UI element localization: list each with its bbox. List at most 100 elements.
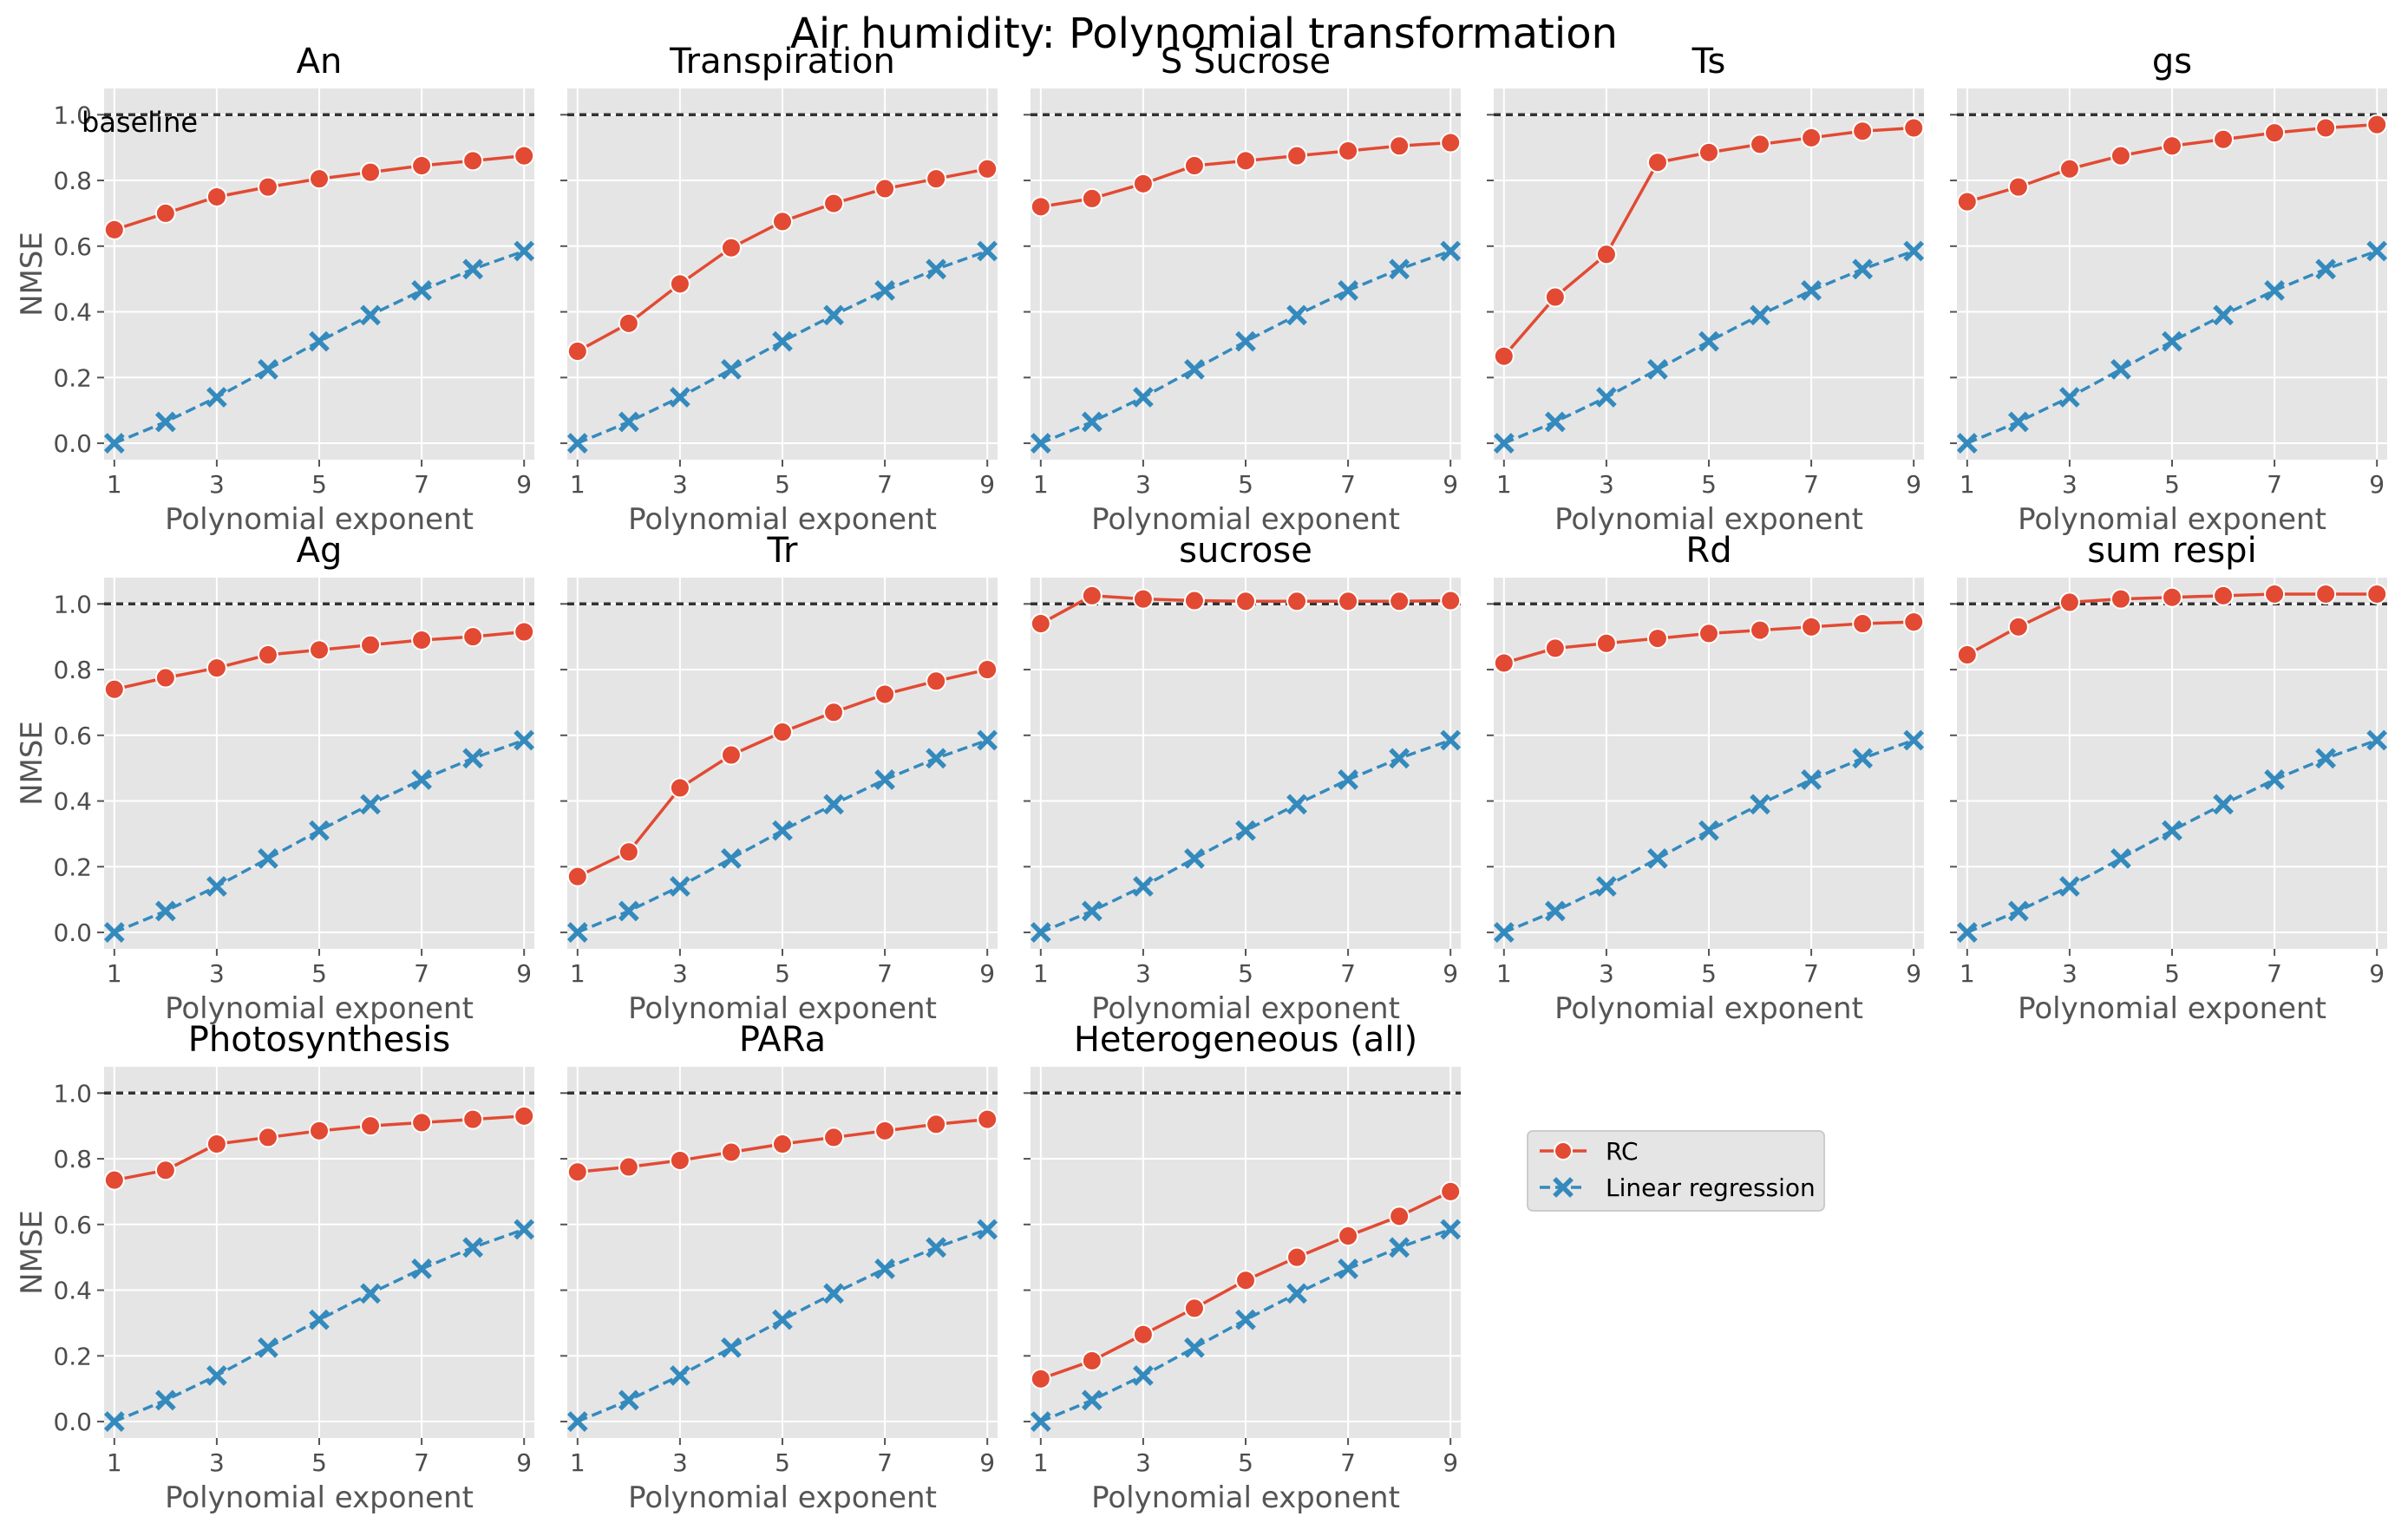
rc-point	[1286, 591, 1308, 612]
x-tick-label: 3	[672, 470, 688, 499]
linear-regression-point	[1440, 1219, 1462, 1240]
rc-point	[1081, 585, 1103, 606]
panel-title: Transpiration	[669, 42, 895, 82]
rc-point	[1440, 590, 1462, 611]
rc-point	[1338, 1226, 1359, 1247]
linear-regression-point	[1544, 900, 1566, 922]
rc-point	[2264, 583, 2286, 605]
rc-point	[618, 841, 639, 863]
linear-regression-point	[2213, 794, 2234, 815]
y-tick-label: 0.2	[53, 1342, 92, 1370]
x-tick-label: 5	[2164, 959, 2180, 988]
x-tick-label: 7	[877, 470, 893, 499]
linear-regression-point	[1030, 922, 1051, 943]
linear-regression-point	[2264, 280, 2285, 301]
x-tick-label: 7	[414, 959, 429, 988]
x-tick-label: 5	[775, 470, 790, 499]
series-line-linear-regression	[1966, 249, 2378, 445]
linear-regression-point	[823, 1283, 844, 1304]
linear-regression-point	[1389, 258, 1410, 280]
rc-point	[2366, 114, 2388, 135]
rc-point	[1183, 590, 1205, 611]
linear-regression-point	[411, 769, 432, 790]
linear-regression-point	[772, 330, 793, 352]
x-tick-label: 7	[1340, 470, 1356, 499]
series-line-linear-regression	[577, 1227, 988, 1423]
panel: 1 3 5 7 9 Heterogeneous (all) Polynomial expon…	[1024, 1020, 1462, 1515]
rc-point	[1132, 1324, 1154, 1345]
linear-regression-point	[1235, 1309, 1256, 1330]
rc-point	[566, 1161, 588, 1183]
linear-regression-point	[462, 1237, 484, 1258]
linear-regression-point	[206, 387, 227, 408]
rc-point	[669, 1149, 690, 1171]
y-tick-label: 0.0	[53, 1408, 92, 1436]
y-tick-label: 0.6	[53, 722, 92, 750]
rc-point	[2366, 583, 2388, 605]
rc-point	[309, 168, 330, 190]
rc-point	[257, 644, 278, 666]
x-tick-label: 3	[1599, 470, 1614, 499]
panels-group: 0.0 0.2 0.4 0.6 0.8 1.0 1 3 5 7 9 An Polynomial expo…	[15, 42, 2388, 1515]
panel-title: sum respi	[2087, 531, 2256, 571]
y-tick-label: 0.6	[53, 1211, 92, 1239]
linear-regression-point	[1596, 387, 1617, 408]
legend-lr-label: Linear regression	[1606, 1173, 1816, 1202]
linear-regression-point	[1030, 433, 1051, 454]
linear-regression-point	[2007, 411, 2029, 433]
y-tick-label: 0.8	[53, 656, 92, 684]
x-tick-label: 7	[414, 1448, 429, 1477]
x-tick-label: 5	[775, 1448, 790, 1477]
rc-point	[720, 237, 742, 258]
linear-regression-point	[566, 922, 588, 943]
series-line-linear-regression	[114, 1227, 525, 1423]
linear-regression-point	[1030, 1411, 1051, 1432]
linear-regression-point	[721, 847, 742, 869]
legend-rc-label: RC	[1606, 1137, 1639, 1166]
rc-point	[1956, 191, 1978, 212]
linear-regression-point	[2110, 847, 2131, 869]
linear-regression-point	[1286, 1283, 1307, 1304]
rc-point	[1750, 134, 1771, 155]
series-line-linear-regression	[114, 738, 525, 934]
rc-point	[926, 670, 947, 692]
x-axis-label: Polynomial exponent	[1554, 502, 1863, 537]
rc-point	[1852, 613, 1874, 635]
rc-point	[411, 629, 433, 650]
rc-point	[977, 1108, 998, 1130]
rc-point	[2315, 583, 2337, 605]
rc-point	[154, 202, 176, 224]
linear-regression-point	[2315, 258, 2337, 280]
rc-point	[411, 155, 433, 177]
rc-point	[411, 1112, 433, 1134]
x-axis-label: Polynomial exponent	[2018, 991, 2326, 1026]
rc-point	[720, 744, 742, 766]
x-tick-label: 1	[1033, 959, 1049, 988]
x-tick-label: 1	[1496, 959, 1512, 988]
x-tick-label: 1	[570, 1448, 586, 1477]
x-axis-label: Polynomial exponent	[1091, 991, 1400, 1026]
x-axis-label: Polynomial exponent	[628, 991, 937, 1026]
linear-regression-point	[823, 304, 844, 326]
rc-point	[1440, 1180, 1462, 1202]
rc-point	[720, 1141, 742, 1163]
rc-point	[1646, 152, 1668, 173]
linear-regression-point	[2059, 876, 2080, 897]
linear-regression-point	[411, 280, 432, 301]
rc-point	[874, 683, 896, 705]
rc-point	[1440, 132, 1462, 154]
linear-regression-point	[1133, 387, 1154, 408]
rc-point	[2007, 616, 2029, 637]
x-tick-label: 9	[1443, 470, 1458, 499]
linear-regression-point	[2366, 729, 2388, 751]
linear-regression-point	[2110, 358, 2131, 380]
linear-regression-point	[1698, 330, 1719, 352]
x-tick-label: 3	[2062, 959, 2078, 988]
rc-point	[1493, 652, 1515, 674]
linear-regression-point	[1647, 358, 1668, 380]
rc-point	[2315, 117, 2337, 139]
baseline-label: baseline	[82, 106, 198, 139]
linear-regression-point	[1956, 922, 1978, 943]
linear-regression-point	[1286, 794, 1307, 815]
x-tick-label: 3	[1135, 959, 1151, 988]
